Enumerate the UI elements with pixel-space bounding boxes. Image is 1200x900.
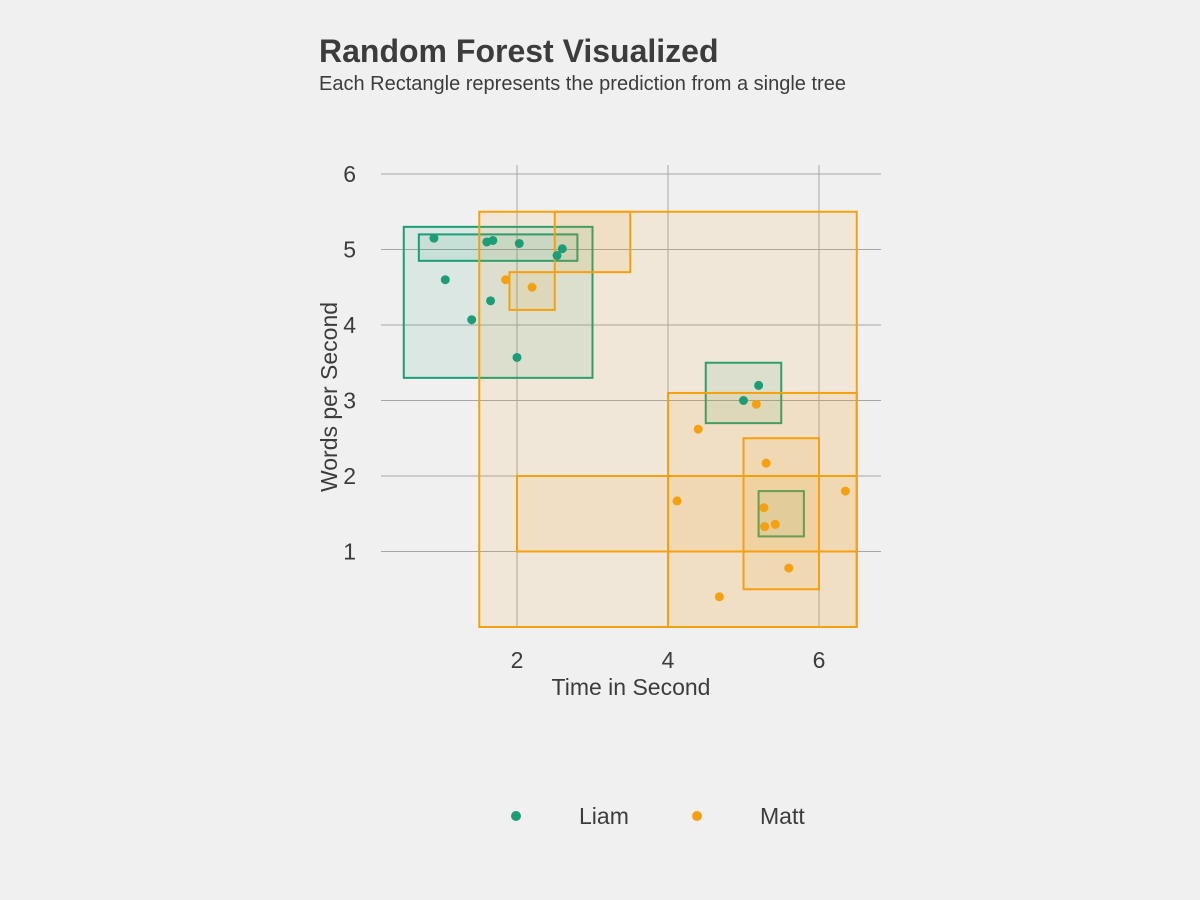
point-matt <box>840 486 850 496</box>
data-points <box>429 233 850 602</box>
point-matt <box>760 522 770 532</box>
tree-rectangle-matt <box>742 437 820 591</box>
point-liam <box>557 244 567 254</box>
legend-label-liam: Liam <box>579 803 629 829</box>
point-liam <box>552 251 562 261</box>
tree-rectangle-matt <box>516 475 858 553</box>
point-liam <box>467 315 477 325</box>
point-matt <box>770 519 780 529</box>
legend-label-matt: Matt <box>760 803 805 829</box>
y-tick-label: 5 <box>343 237 356 263</box>
tree-rectangle-liam <box>417 233 579 262</box>
x-tick-label: 6 <box>813 647 826 673</box>
point-liam <box>440 275 450 285</box>
point-matt <box>751 399 761 409</box>
point-liam <box>514 238 524 248</box>
chart-title: Random Forest Visualized <box>319 33 719 69</box>
x-tick-label: 2 <box>511 647 524 673</box>
point-matt <box>672 496 682 506</box>
y-tick-label: 2 <box>343 463 356 489</box>
point-matt <box>759 503 769 513</box>
y-axis-title: Words per Second <box>316 302 342 492</box>
tick-labels: 2 4 6 1 2 3 4 5 6 <box>343 161 825 673</box>
point-liam <box>486 296 496 306</box>
legend-marker-matt <box>692 811 702 821</box>
chart-subtitle: Each Rectangle represents the prediction… <box>319 73 846 95</box>
legend-marker-liam <box>511 811 521 821</box>
x-axis-title: Time in Second <box>552 674 711 700</box>
point-matt <box>693 424 703 434</box>
y-tick-label: 1 <box>343 539 356 565</box>
point-liam <box>512 352 522 362</box>
legend: Liam Matt <box>511 803 805 829</box>
point-matt <box>714 592 724 602</box>
point-matt <box>784 563 794 573</box>
y-tick-label: 4 <box>343 312 356 338</box>
point-matt <box>501 275 511 285</box>
point-liam <box>754 380 764 390</box>
point-matt <box>527 282 537 292</box>
x-tick-label: 4 <box>662 647 675 673</box>
point-liam <box>739 396 748 405</box>
point-liam <box>429 233 439 243</box>
point-matt <box>761 458 771 468</box>
point-liam <box>488 235 498 245</box>
tree-rectangle-matt <box>553 210 632 274</box>
y-tick-label: 6 <box>343 161 356 187</box>
y-tick-label: 3 <box>343 388 356 414</box>
